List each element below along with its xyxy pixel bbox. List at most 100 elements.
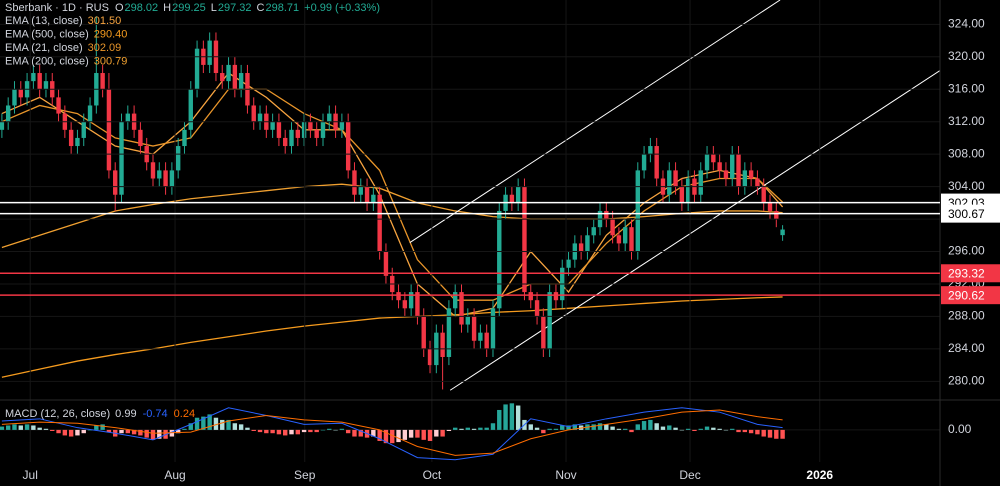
candle-body	[635, 170, 640, 252]
macd-histogram-bar	[238, 424, 244, 430]
macd-histogram-bar	[201, 416, 206, 430]
macd-histogram-bar	[427, 429, 433, 441]
candle-body	[345, 121, 351, 171]
y-tick-label: 308.00	[948, 146, 985, 160]
macd-histogram-bar	[106, 429, 112, 433]
macd-histogram-bar	[12, 424, 17, 430]
macd-histogram-bar	[182, 428, 187, 430]
macd-histogram-bar	[421, 429, 426, 440]
macd-histogram-bar	[314, 429, 319, 433]
y-tick-label: 284.00	[948, 341, 985, 355]
ema-line	[1, 296, 783, 378]
macd-histogram-bar	[679, 429, 685, 431]
candle-body	[100, 73, 105, 90]
legend-text: 298.71	[266, 2, 300, 14]
macd-histogram-bar	[490, 423, 496, 430]
candle-body	[704, 154, 710, 171]
candle-body	[723, 170, 729, 179]
macd-histogram-bar	[673, 427, 678, 430]
x-tick-label: Oct	[423, 468, 442, 482]
candle-body	[698, 170, 703, 195]
macd-histogram-bar	[717, 428, 722, 430]
x-tick-label: Sep	[294, 468, 316, 482]
macd-line	[1, 407, 783, 461]
y-tick-label: 296.00	[948, 244, 985, 258]
macd-histogram-bar	[213, 417, 219, 430]
macd-histogram-bar	[440, 429, 445, 437]
candle-body	[534, 300, 540, 317]
macd-histogram-bar	[352, 429, 357, 437]
macd-histogram-bar	[736, 429, 741, 433]
macd-histogram-bar	[68, 429, 74, 437]
ema-line	[1, 183, 783, 249]
macd-histogram-bar	[553, 428, 559, 430]
candle-body	[182, 129, 187, 147]
macd-histogram-bar	[528, 424, 533, 430]
macd-histogram-bar	[597, 423, 603, 430]
price-level-tag	[941, 286, 1000, 305]
y-tick-label: 312.00	[948, 114, 985, 128]
legend-text: 0.99	[115, 408, 136, 420]
candle-body	[226, 64, 231, 82]
macd-histogram-bar	[541, 429, 546, 434]
macd-histogram-bar	[635, 424, 640, 430]
candle-body	[774, 210, 779, 220]
macd-histogram-bar	[434, 429, 439, 437]
y-tick-label: 0.00	[948, 422, 972, 436]
macd-histogram-bar	[503, 404, 508, 430]
candle-body	[157, 170, 162, 179]
legend-text: Sberbank · 1D · RUS	[5, 2, 109, 14]
macd-histogram-bar	[333, 429, 338, 431]
candle-body	[0, 121, 5, 130]
candle-body	[654, 146, 659, 179]
macd-histogram-bar	[383, 429, 389, 444]
macd-histogram-bar	[459, 428, 464, 430]
candle-body	[113, 170, 118, 195]
candle-body	[484, 332, 489, 349]
macd-histogram-bar	[566, 425, 571, 430]
candle-body	[408, 292, 414, 309]
macd-histogram-bar	[660, 426, 666, 430]
price-level-label: 300.67	[948, 207, 985, 221]
macd-histogram-bar	[730, 428, 735, 430]
macd-histogram-bar	[509, 403, 515, 430]
candle-body	[679, 186, 685, 203]
macd-histogram-bar	[547, 428, 552, 430]
macd-histogram-bar	[774, 429, 779, 439]
candle-body	[238, 73, 244, 90]
candle-body	[207, 40, 212, 65]
macd-histogram-bar	[251, 429, 256, 431]
candle-body	[320, 121, 326, 138]
y-tick-label: 320.00	[948, 49, 985, 63]
candle-body	[742, 170, 748, 187]
macd-histogram-bar	[345, 429, 351, 434]
macd-histogram-bar	[194, 417, 200, 430]
y-tick-label: 316.00	[948, 81, 985, 95]
candle-body	[490, 308, 496, 349]
y-tick-label: 304.00	[948, 179, 985, 193]
candle-body	[465, 316, 470, 325]
macd-histogram-bar	[257, 429, 263, 433]
price-level-tag	[941, 264, 1000, 283]
y-tick-label: 280.00	[948, 374, 985, 388]
candle-body	[528, 292, 533, 301]
macd-histogram-bar	[24, 424, 30, 430]
candle-body	[402, 300, 408, 309]
legend-text: 290.40	[94, 29, 128, 41]
macd-histogram-bar	[295, 429, 301, 435]
macd-histogram-bar	[245, 427, 250, 430]
macd-histogram-bar	[308, 429, 313, 433]
macd-histogram-bar	[226, 419, 231, 430]
legend-text: EMA (200, close)	[5, 56, 89, 68]
legend-text: EMA (21, close)	[5, 42, 83, 54]
macd-histogram-bar	[591, 424, 596, 430]
macd-histogram-bar	[622, 428, 628, 430]
candle-body	[446, 308, 452, 357]
candle-body	[283, 137, 288, 147]
legend-text: 301.50	[88, 15, 122, 27]
macd-histogram-bar	[711, 427, 716, 430]
macd-histogram-bar	[327, 428, 332, 430]
macd-histogram-bar	[264, 429, 269, 434]
macd-histogram-bar	[339, 428, 345, 430]
candle-body	[31, 73, 36, 82]
